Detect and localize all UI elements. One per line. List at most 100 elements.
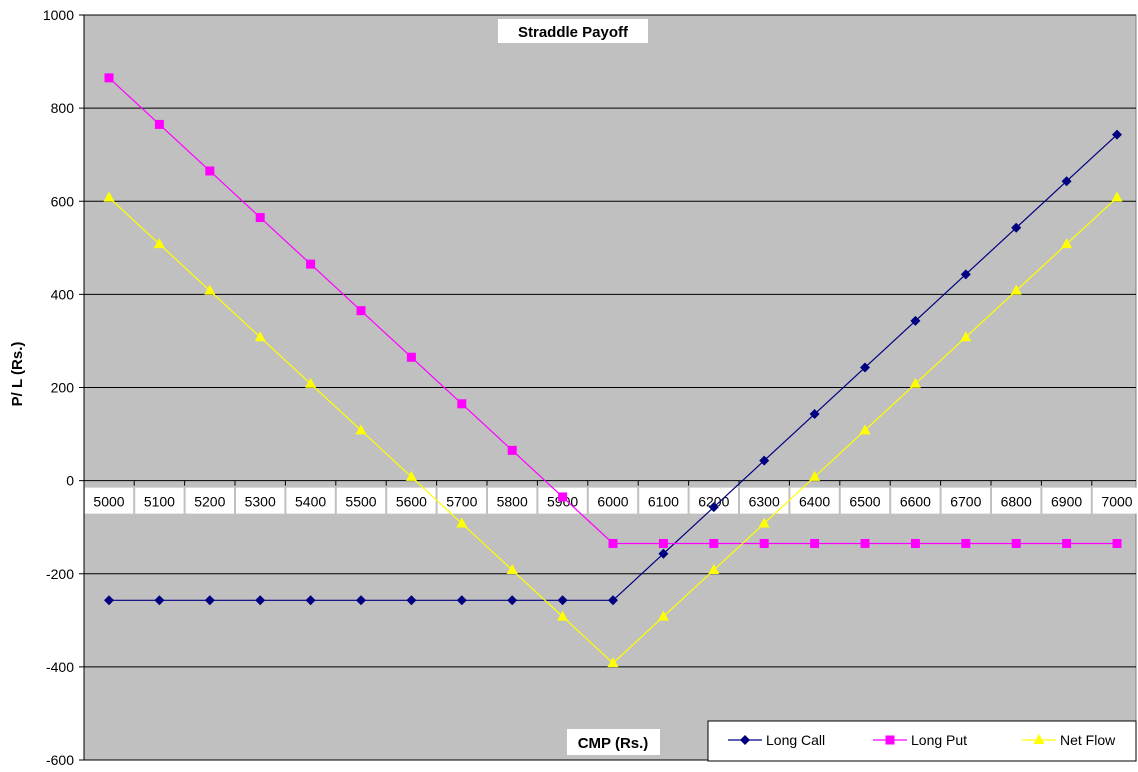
x-tick-label: 6900 (1051, 494, 1082, 510)
x-tick-label: 5400 (295, 494, 326, 510)
x-tick-label: 6300 (749, 494, 780, 510)
legend-label: Long Call (766, 732, 825, 748)
long-call-point (456, 595, 467, 606)
x-axis-label-box (567, 729, 660, 755)
x-tick-label: 5900 (547, 494, 578, 510)
long-put-point (608, 538, 618, 548)
net-flow-point (506, 564, 518, 575)
long-put-point (1011, 538, 1021, 548)
long-put-point (860, 538, 870, 548)
long-call-point (860, 362, 870, 373)
x-tick-label: 6600 (900, 494, 931, 510)
x-tick-label: 5200 (194, 494, 225, 510)
net-flow-point (405, 470, 417, 481)
x-tick-label: 6400 (799, 494, 830, 510)
long-put-point (356, 306, 366, 316)
y-tick-label: 800 (51, 100, 75, 116)
y-axis-label: P/ L (Rs.) (9, 342, 26, 407)
x-tick-label: 5000 (93, 494, 124, 510)
x-tick-label-box (992, 487, 1041, 514)
long-call-point (809, 409, 820, 420)
net-flow-point (254, 331, 266, 342)
y-tick-label: 600 (51, 193, 75, 209)
long-put-point (507, 445, 517, 455)
net-flow-point (153, 238, 165, 249)
net-flow-point (305, 377, 317, 388)
net-flow-point (758, 517, 770, 528)
y-tick-label: -200 (46, 566, 74, 582)
y-tick-label: 0 (66, 473, 74, 489)
x-tick-label-box (286, 487, 335, 514)
net-flow-point (708, 564, 720, 575)
long-put-point (104, 73, 114, 83)
x-tick-label: 5100 (144, 494, 175, 510)
y-axis: 1000 800 600 400 200 0 -200 -400 -600 (43, 7, 85, 768)
x-tick-label-box (1042, 487, 1091, 514)
long-call-point (507, 595, 518, 606)
legend-marker (885, 735, 895, 745)
long-put-point (205, 166, 215, 176)
long-put-point (255, 213, 265, 223)
long-put-point (810, 538, 820, 548)
net-flow-point (859, 424, 871, 435)
long-put-point (658, 538, 668, 548)
long-call-point (305, 595, 316, 606)
y-tick-label: -600 (46, 752, 74, 767)
legend-item-long-put: Long Put (873, 732, 967, 748)
x-tick-label-box (336, 487, 386, 514)
x-axis-label: CMP (Rs.) (578, 735, 649, 752)
long-call-point (759, 455, 770, 466)
long-call-point (1112, 129, 1122, 140)
x-tick-label: 6700 (950, 494, 981, 510)
long-put-point (306, 259, 316, 269)
x-tick-label: 5700 (446, 494, 477, 510)
long-call-point (356, 595, 366, 606)
long-call-point (1061, 176, 1072, 187)
x-tick-label-box (488, 487, 537, 514)
x-tick-label: 6200 (698, 494, 729, 510)
net-flow-point (355, 424, 367, 435)
x-tick-label: 6000 (597, 494, 628, 510)
x-tick-label-box (185, 487, 234, 514)
legend: Long Call Long Put Net Flow (707, 720, 1137, 762)
x-tick-label: 5600 (396, 494, 427, 510)
long-put-point (457, 399, 467, 409)
net-flow-point (103, 191, 115, 202)
legend-marker (740, 735, 750, 745)
long-call-point (708, 502, 719, 513)
y-tick-label: 1000 (43, 7, 74, 23)
x-tick-label: 6500 (849, 494, 880, 510)
long-call-point (255, 595, 266, 606)
chart-title-box (498, 19, 648, 43)
net-flow-point (909, 377, 921, 388)
x-tick-label: 5300 (245, 494, 276, 510)
x-tick-label-box (891, 487, 940, 514)
long-call-point (1011, 222, 1022, 233)
net-flow-point (204, 284, 216, 295)
long-call-point (204, 595, 215, 606)
legend-box (707, 720, 1137, 762)
x-tick-label: 5500 (345, 494, 376, 510)
y-tick-label: -400 (46, 659, 74, 675)
long-call-point (557, 595, 568, 606)
legend-label: Long Put (911, 732, 967, 748)
long-call-point (960, 269, 971, 280)
long-call-point (658, 548, 669, 559)
chart-title: Straddle Payoff (518, 24, 629, 41)
series-long-put (104, 73, 1122, 548)
long-call-point (104, 595, 114, 606)
net-flow-point (1010, 284, 1022, 295)
long-put-point (759, 538, 769, 548)
net-flow-point (809, 470, 821, 481)
x-tick-label-box (840, 487, 890, 514)
net-flow-point (1061, 238, 1073, 249)
gridlines (84, 14, 1136, 761)
series-net-flow (103, 191, 1123, 668)
net-flow-point (1111, 191, 1123, 202)
x-tick-label-box (236, 487, 285, 514)
long-put-point (406, 352, 416, 362)
long-put-point (961, 538, 971, 548)
series-long-call (104, 129, 1122, 606)
